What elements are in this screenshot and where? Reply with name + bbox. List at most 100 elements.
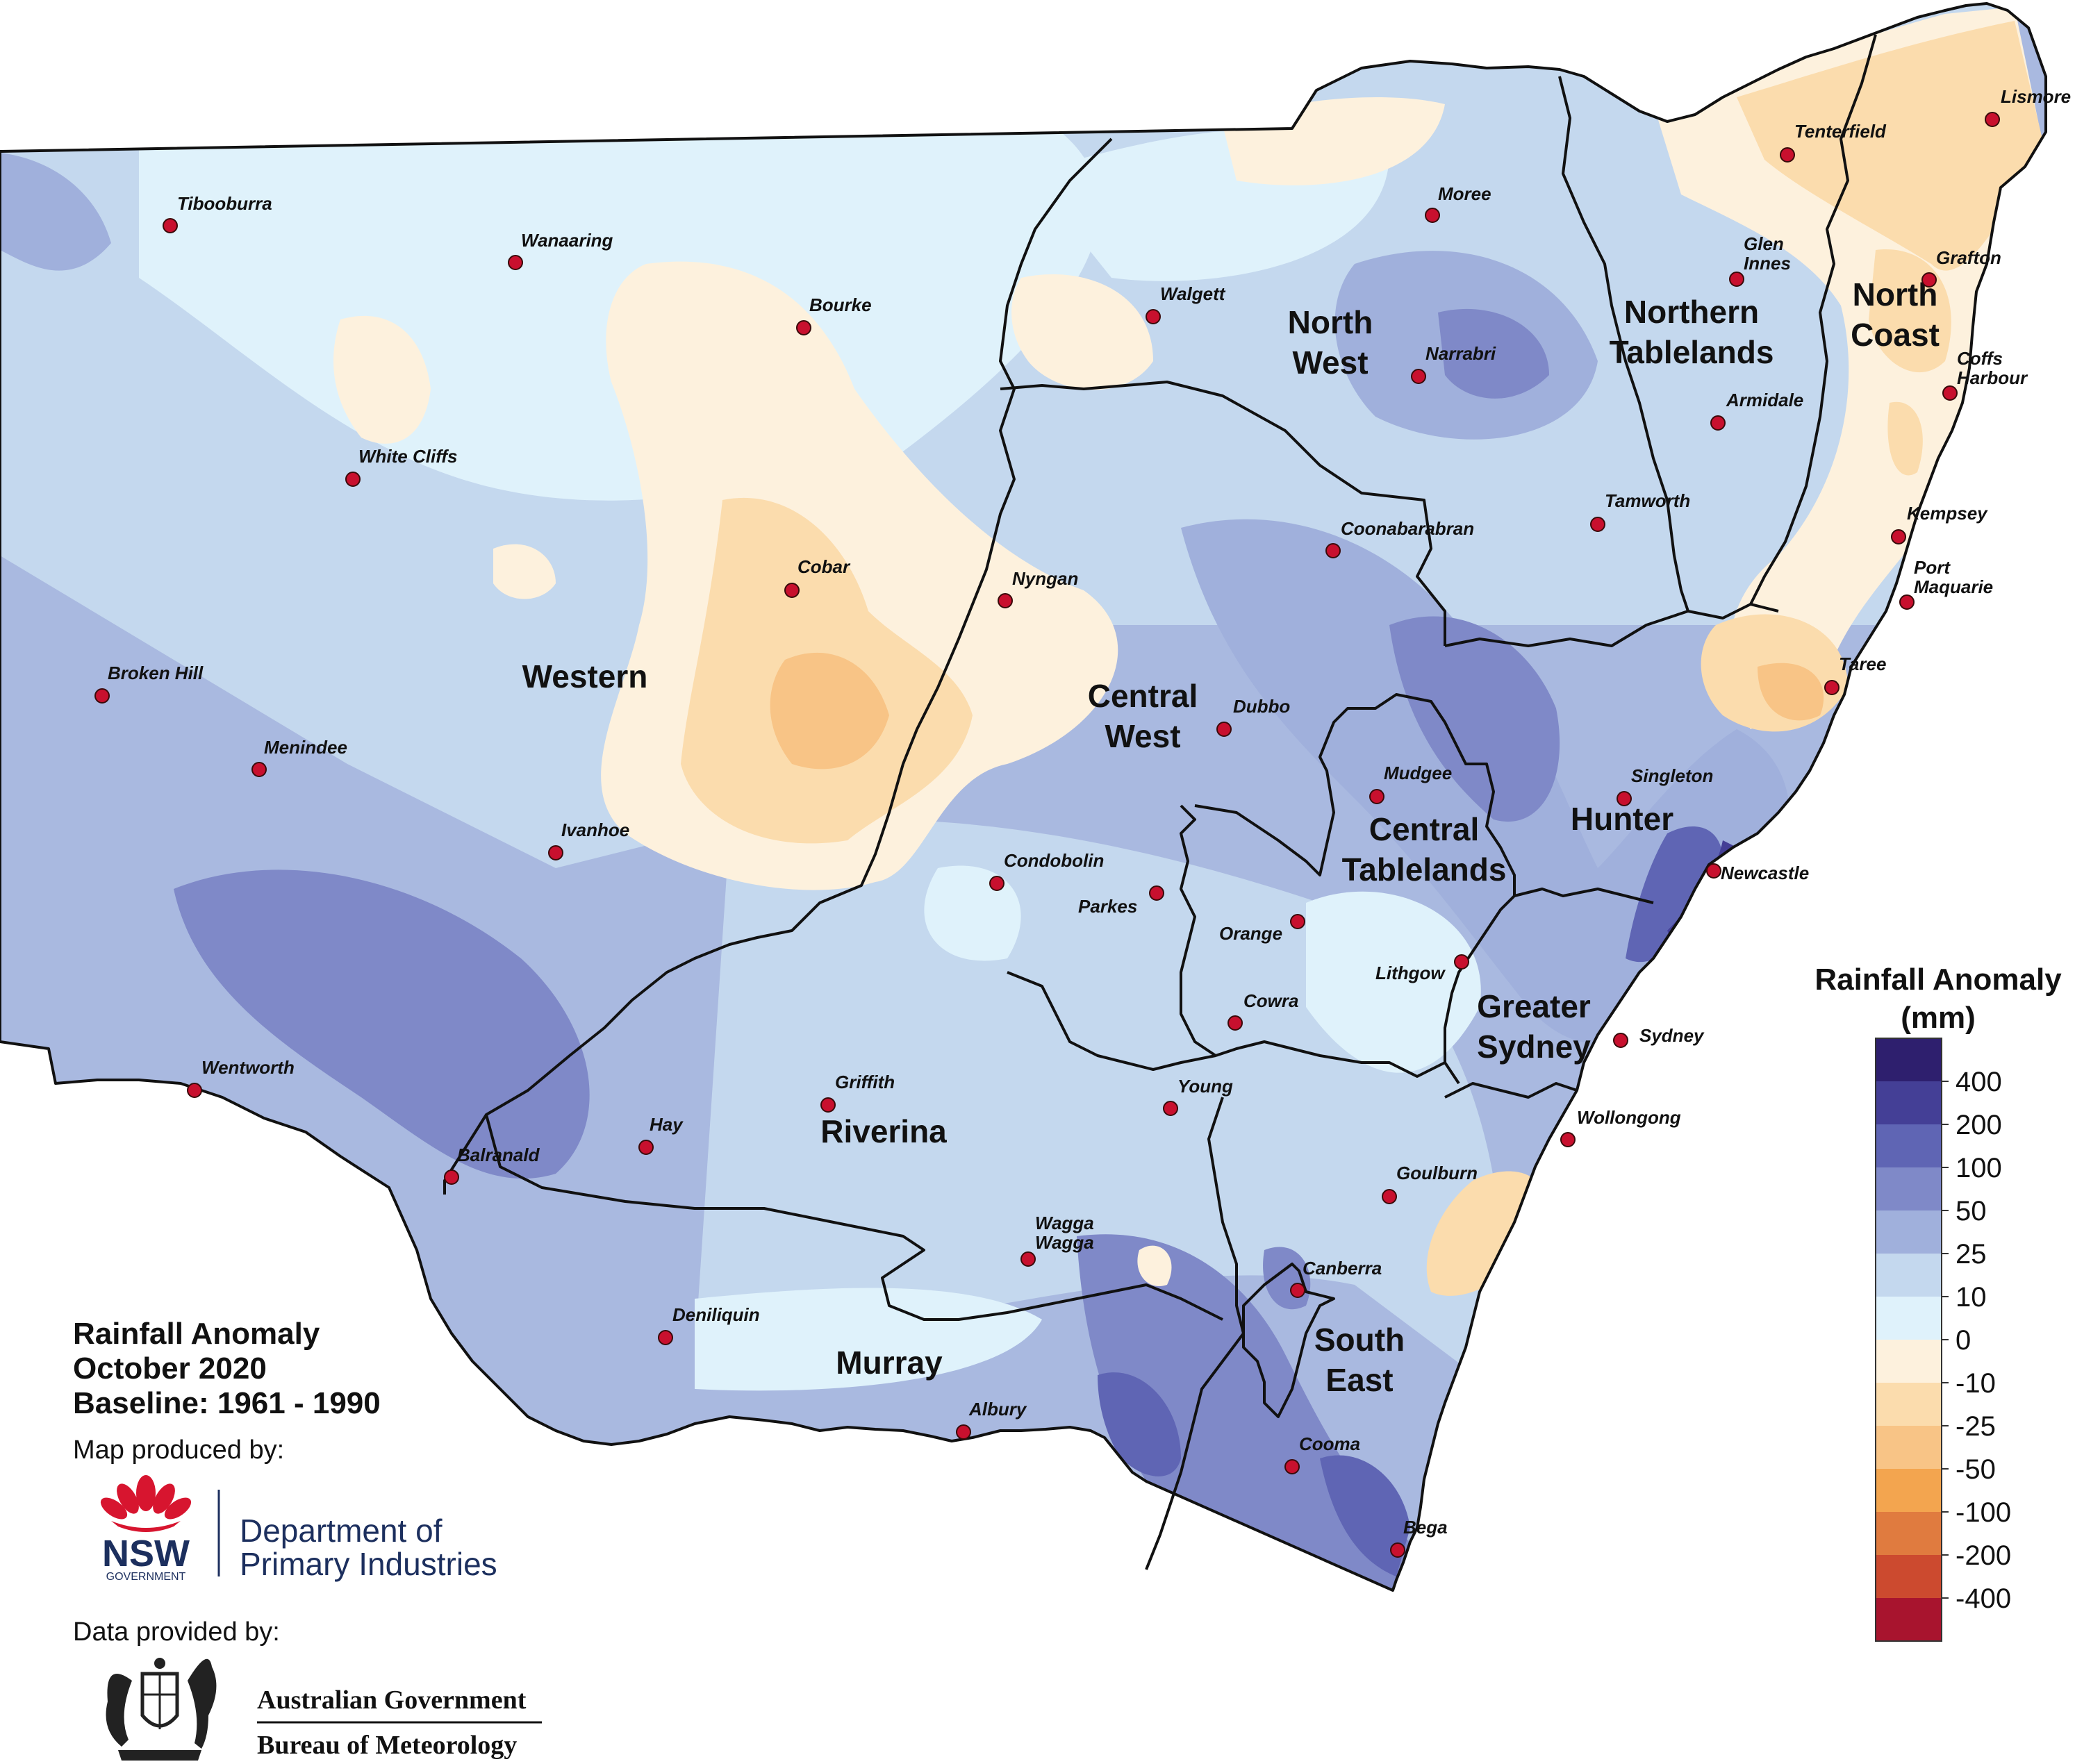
town-marker-icon <box>345 472 361 487</box>
town-marker-icon <box>989 876 1005 891</box>
town-marker-icon <box>1369 789 1384 804</box>
legend-swatch <box>1876 1340 1942 1383</box>
town-marker-icon <box>1824 680 1840 695</box>
town-hay: Hay <box>638 1114 684 1155</box>
town-label: Newcastle <box>1721 863 1809 883</box>
town-label: Deniliquin <box>672 1304 760 1325</box>
town-kempsey: Kempsey <box>1891 503 1988 544</box>
town-label: Tamworth <box>1605 490 1690 511</box>
town-albury: Albury <box>956 1399 1027 1440</box>
legend-tick-label: -200 <box>1956 1540 2011 1571</box>
town-deniliquin: Deniliquin <box>658 1304 760 1345</box>
town-label: Parkes <box>1078 896 1137 917</box>
legend-swatch <box>1876 1469 1942 1512</box>
legend-swatch <box>1876 1038 1942 1081</box>
town-marker-icon <box>444 1170 459 1185</box>
region-label-murray: Murray <box>836 1345 943 1381</box>
town-label: Mudgee <box>1384 763 1452 783</box>
town-coffs-harbour: Coffs Harbour <box>1942 348 2028 401</box>
town-label: Taree <box>1839 654 1886 674</box>
legend-title-line-1: Rainfall Anomaly <box>1814 963 2062 997</box>
legend-swatch <box>1876 1297 1942 1340</box>
town-marker-icon <box>1613 1033 1628 1048</box>
nsw-logo-word: NSW <box>102 1533 190 1574</box>
town-label: Moree <box>1438 183 1491 204</box>
legend-tick-label: 50 <box>1956 1196 1987 1226</box>
north-coast-boundary <box>1749 34 1877 605</box>
town-marker-icon <box>956 1424 971 1440</box>
dpi-name-line-1: Department of <box>240 1513 443 1549</box>
town-cowra: Cowra <box>1227 990 1298 1031</box>
south-east-west-boundary <box>1145 1097 1245 1570</box>
town-menindee: Menindee <box>251 737 347 777</box>
town-label: Wentworth <box>201 1057 295 1078</box>
region-label-hunter: Hunter <box>1571 801 1673 837</box>
town-label: Menindee <box>264 737 347 758</box>
town-marker-icon <box>1617 791 1632 806</box>
town-label: Coonabarabran <box>1341 518 1474 539</box>
central-tablelands-boundary <box>1194 693 1516 1085</box>
riverina-young-boundary <box>1007 971 1216 1071</box>
nsw-logo-sub: GOVERNMENT <box>106 1571 186 1583</box>
town-marker-icon <box>1382 1189 1397 1204</box>
town-label: Grafton <box>1936 247 2001 268</box>
region-boundaries <box>0 2 2047 1592</box>
town-label: Hay <box>650 1114 684 1135</box>
bom-name-line-1: Australian Government <box>257 1686 527 1715</box>
legend-swatch <box>1876 1598 1942 1641</box>
town-label: Cowra <box>1243 990 1298 1011</box>
town-marker-icon <box>1149 885 1164 901</box>
legend-tick-label: 25 <box>1956 1239 1987 1270</box>
town-marker-icon <box>1146 309 1161 324</box>
town-label: Broken Hill <box>108 663 204 683</box>
town-walgett: Walgett <box>1146 283 1226 324</box>
town-marker-icon <box>1454 954 1469 970</box>
town-marker-icon <box>1411 369 1426 384</box>
town-marker-icon <box>163 218 178 233</box>
town-marker-icon <box>820 1097 836 1113</box>
coat-of-arms-emblem <box>106 1658 217 1761</box>
town-marker-icon <box>1706 863 1721 879</box>
town-label: Narrabri <box>1425 343 1496 364</box>
legend-swatch <box>1876 1383 1942 1426</box>
region-label-north-west: North West <box>1288 304 1373 381</box>
town-marker-icon <box>1290 1283 1305 1298</box>
town-tibooburra: Tibooburra <box>163 193 272 233</box>
north-west-boundary <box>1000 381 1446 646</box>
legend-swatch <box>1876 1512 1942 1555</box>
legend-tick-label: 0 <box>1956 1325 1971 1356</box>
northern-tablelands-boundary <box>1558 76 1689 612</box>
town-label: Coffs Harbour <box>1957 348 2028 388</box>
town-label: Canberra <box>1303 1258 1382 1279</box>
town-label: Young <box>1177 1076 1233 1097</box>
town-marker-icon <box>548 845 563 860</box>
town-marker-icon <box>658 1330 673 1345</box>
town-young: Young <box>1163 1076 1233 1116</box>
town-moree: Moree <box>1425 183 1491 223</box>
town-label: Singleton <box>1631 765 1713 786</box>
town-grafton: Grafton <box>1921 247 2001 288</box>
town-marker-icon <box>638 1140 654 1155</box>
region-label-western: Western <box>522 658 648 694</box>
town-label: Nyngan <box>1012 568 1078 589</box>
town-label: Lithgow <box>1375 963 1446 983</box>
legend-swatch <box>1876 1167 1942 1210</box>
town-label: Port Maquarie <box>1914 557 1993 597</box>
produced-by-label: Map produced by: <box>73 1436 284 1465</box>
town-singleton: Singleton <box>1617 765 1713 806</box>
town-marker-icon <box>1020 1251 1036 1267</box>
town-cobar: Cobar <box>784 556 851 598</box>
town-wollongong: Wollongong <box>1560 1107 1681 1147</box>
town-marker-icon <box>94 688 110 704</box>
map-info-panel: Rainfall Anomaly October 2020 Baseline: … <box>73 1317 542 1761</box>
town-label: Bega <box>1403 1517 1448 1538</box>
town-marker-icon <box>796 320 811 335</box>
town-marker-icon <box>1290 914 1305 929</box>
town-wagga-wagga: Wagga Wagga <box>1020 1213 1094 1267</box>
town-marker-icon <box>1284 1459 1300 1474</box>
town-label: Tenterfield <box>1794 121 1887 142</box>
town-marker-icon <box>1425 208 1440 223</box>
town-lithgow: Lithgow <box>1375 954 1469 983</box>
town-label: Cooma <box>1299 1433 1360 1454</box>
